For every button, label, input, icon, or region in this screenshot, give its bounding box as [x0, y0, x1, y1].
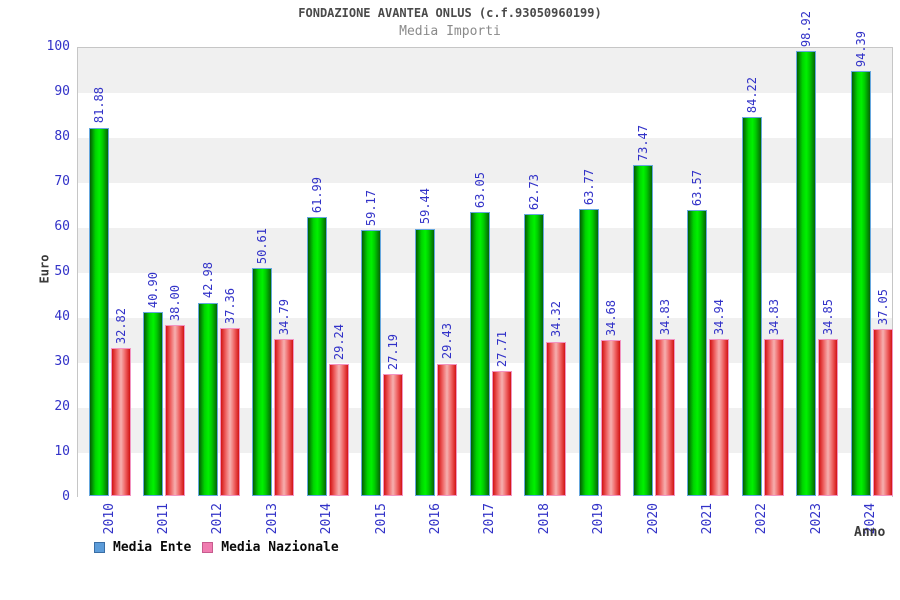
- media-nazionale-bar-2018: [546, 341, 567, 496]
- bar-value-label: 59.17: [364, 189, 378, 226]
- chart-title: FONDAZIONE AVANTEA ONLUS (c.f.9305096019…: [298, 6, 602, 20]
- media-nazionale-bar-2011: [165, 325, 186, 496]
- grid-band: [78, 48, 892, 93]
- x-tick-label-2017: 2017: [482, 503, 498, 535]
- bar-value-label: 73.47: [636, 125, 650, 162]
- bar-value-label: 61.99: [309, 176, 324, 214]
- media-nazionale-bar-2013: [274, 339, 295, 496]
- y-tick-label: 90: [54, 84, 70, 99]
- media-ente-bar-2012: [197, 302, 218, 496]
- plot-area: 81.88 32.82 40.90 38.00 42.98 37.36 50.61 34.79…: [77, 11, 893, 498]
- x-tick-label-2012: 2012: [210, 503, 226, 535]
- media-nazionale-bar-2021: [709, 338, 730, 496]
- media-nazionale-bar-2016: [437, 363, 458, 496]
- bar-value-label: 63.57: [690, 169, 705, 206]
- bar-value-label: 62.73: [527, 173, 542, 210]
- bar-value-label: 34.79: [277, 299, 292, 336]
- media-nazionale-bar-2022: [763, 339, 784, 496]
- media-ente-bar-2014: [306, 217, 327, 496]
- y-tick-label: 80: [54, 129, 70, 144]
- bar-value-label: 34.85: [821, 299, 836, 336]
- legend-swatch-icon: [202, 542, 214, 553]
- y-tick-label: 100: [46, 39, 70, 54]
- media-ente-bar-2013: [252, 268, 273, 496]
- bar-value-label: 27.19: [386, 333, 400, 370]
- chart-subtitle: Media Importi: [399, 24, 501, 39]
- media-nazionale-bar-2015: [383, 373, 403, 496]
- media-ente-bar-2020: [633, 165, 653, 496]
- bar-value-label: 37.36: [222, 287, 237, 324]
- x-tick-label-2022: 2022: [754, 503, 770, 535]
- bar-value-label: 34.32: [549, 301, 564, 338]
- bar-value-label: 63.77: [581, 168, 596, 206]
- bar-value-label: 38.00: [168, 284, 183, 321]
- grid-band: [78, 93, 892, 138]
- x-tick-label-2020: 2020: [645, 503, 661, 535]
- bar-value-label: 37.05: [875, 289, 890, 326]
- media-ente-bar-2017: [469, 212, 490, 496]
- media-ente-bar-2011: [143, 311, 164, 496]
- x-tick-label-2019: 2019: [591, 503, 607, 535]
- y-tick-label: 60: [54, 219, 70, 234]
- legend-item: Media Nazionale: [202, 540, 339, 555]
- bar-value-label: 84.22: [744, 76, 759, 114]
- y-tick-label: 20: [54, 399, 70, 414]
- media-ente-bar-2015: [361, 229, 381, 496]
- media-ente-bar-2018: [524, 213, 545, 496]
- x-tick-label-2015: 2015: [373, 503, 389, 535]
- media-ente-bar-2021: [687, 209, 708, 496]
- bar-value-label: 63.05: [472, 172, 487, 209]
- bar-value-label: 34.83: [658, 299, 672, 336]
- bar-value-label: 59.44: [418, 188, 433, 225]
- legend-label: Media Ente: [113, 540, 192, 555]
- x-tick-label-2011: 2011: [155, 503, 171, 535]
- media-nazionale-bar-2020: [655, 339, 675, 496]
- y-tick-label: 50: [54, 264, 70, 279]
- bar-value-label: 50.61: [255, 228, 270, 265]
- legend: Media Ente Media Nazionale: [94, 540, 339, 555]
- media-nazionale-bar-2019: [600, 339, 621, 496]
- media-nazionale-bar-2023: [818, 339, 839, 496]
- x-tick-label-2014: 2014: [319, 503, 335, 535]
- media-nazionale-bar-2012: [219, 327, 240, 496]
- media-nazionale-bar-2017: [491, 371, 512, 496]
- bar-value-label: 34.94: [712, 298, 727, 335]
- media-ente-bar-2024: [850, 71, 871, 496]
- x-tick-label-2018: 2018: [536, 503, 552, 535]
- bar-value-label: 32.82: [114, 308, 128, 345]
- bar-value-label: 42.98: [200, 262, 215, 299]
- bar-value-label: 27.71: [494, 331, 509, 368]
- bar-value-label: 81.88: [92, 87, 106, 124]
- media-nazionale-bar-2014: [328, 364, 349, 496]
- y-tick-label: 30: [54, 354, 70, 369]
- legend-label: Media Nazionale: [221, 540, 339, 555]
- media-nazionale-bar-2024: [872, 329, 893, 496]
- media-ente-bar-2023: [796, 50, 817, 496]
- bar-value-label: 29.24: [331, 324, 346, 361]
- legend-swatch-icon: [94, 542, 105, 553]
- media-ente-bar-2016: [415, 228, 436, 496]
- x-axis-title: Anno: [854, 525, 886, 540]
- media-ente-bar-2022: [741, 117, 762, 496]
- bar-value-label: 34.68: [603, 299, 618, 336]
- y-tick-label: 70: [54, 174, 70, 189]
- media-ente-bar-2010: [89, 127, 109, 496]
- legend-item: Media Ente: [94, 540, 191, 555]
- x-tick-label-2023: 2023: [808, 503, 824, 535]
- bar-value-label: 29.43: [440, 323, 455, 360]
- media-ente-bar-2019: [578, 209, 599, 496]
- media-nazionale-bar-2010: [111, 348, 131, 496]
- bar-value-label: 34.83: [766, 299, 781, 336]
- bar-value-label: 98.92: [799, 10, 814, 47]
- y-tick-label: 10: [54, 444, 70, 459]
- x-tick-label-2010: 2010: [101, 503, 117, 535]
- x-tick-label-2021: 2021: [699, 503, 715, 535]
- x-tick-label-2016: 2016: [427, 503, 443, 535]
- x-tick-label-2013: 2013: [264, 503, 280, 535]
- bar-value-label: 94.39: [853, 31, 868, 68]
- bar-value-label: 40.90: [146, 271, 161, 308]
- y-tick-label: 0: [62, 489, 70, 504]
- y-tick-label: 40: [54, 309, 70, 324]
